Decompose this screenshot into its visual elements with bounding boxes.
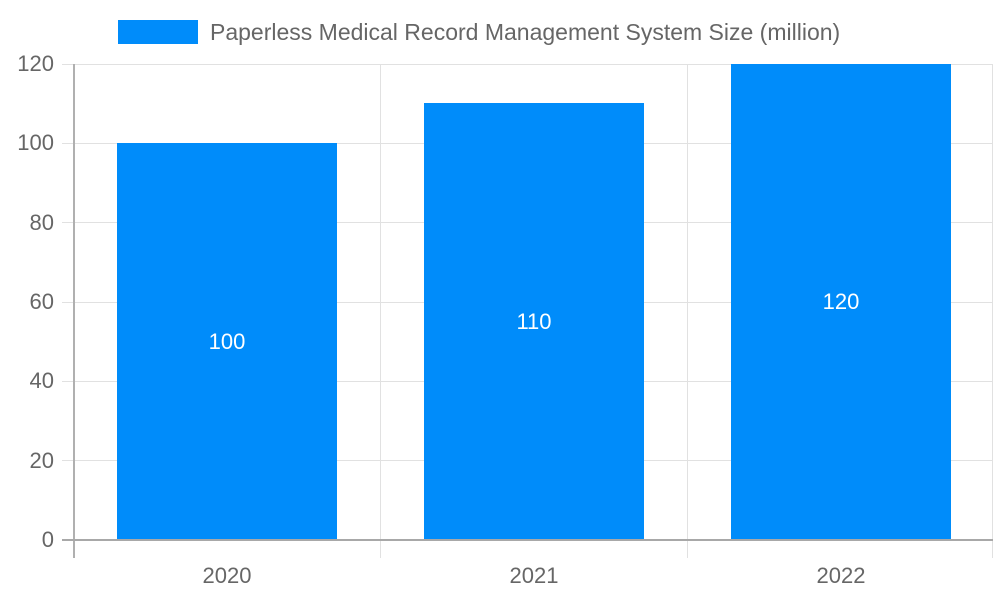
y-axis-line [73, 64, 75, 558]
y-tick-label: 20 [29, 448, 54, 473]
bar-value-label: 110 [516, 309, 552, 334]
y-tick-label: 0 [41, 527, 54, 552]
y-tick-label: 120 [17, 51, 54, 76]
x-axis-line [62, 539, 993, 541]
y-tick-label: 100 [17, 130, 54, 155]
x-tick-label: 2022 [816, 563, 866, 588]
bar-2021[interactable] [424, 103, 644, 540]
gridline-v-2 [687, 64, 688, 558]
legend-label: Paperless Medical Record Management Syst… [210, 18, 841, 45]
legend-swatch [118, 20, 198, 44]
bar-2022[interactable] [731, 64, 951, 540]
bar-2020[interactable] [117, 143, 337, 540]
y-tick-label: 60 [29, 289, 54, 314]
bar-value-label: 100 [208, 329, 246, 354]
chart-legend[interactable]: Paperless Medical Record Management Syst… [118, 19, 840, 45]
y-tick-label: 80 [29, 210, 54, 235]
y-tick-label: 40 [29, 368, 54, 393]
gridline-v-3 [992, 64, 993, 558]
bar-value-label: 120 [822, 289, 860, 314]
gridline-v-1 [380, 64, 381, 558]
x-tick-label: 2020 [202, 563, 252, 588]
gridline-120 [62, 64, 993, 65]
x-tick-label: 2021 [509, 563, 559, 588]
